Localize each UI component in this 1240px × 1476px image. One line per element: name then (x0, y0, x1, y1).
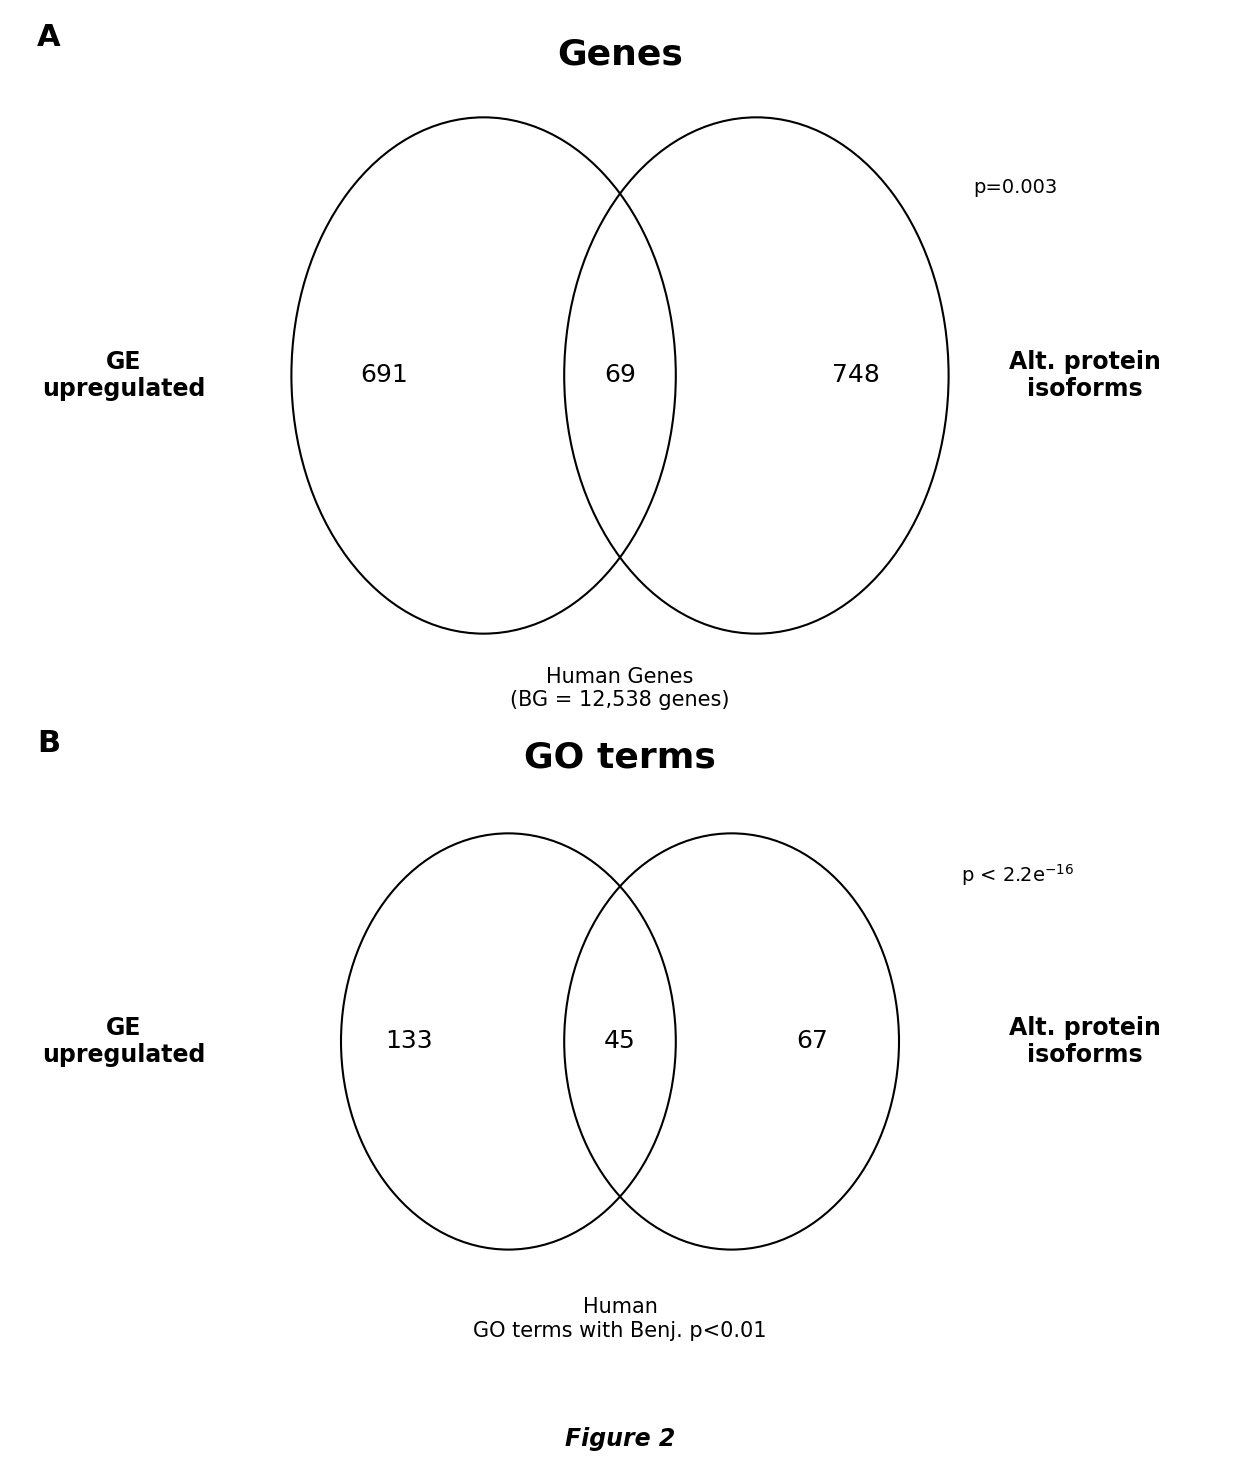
Text: p=0.003: p=0.003 (973, 179, 1058, 198)
Text: GO terms: GO terms (525, 739, 715, 773)
Text: 748: 748 (832, 363, 879, 388)
Text: Human Genes
(BG = 12,538 genes): Human Genes (BG = 12,538 genes) (510, 667, 730, 710)
Text: Figure 2: Figure 2 (564, 1427, 676, 1451)
Text: 45: 45 (604, 1029, 636, 1054)
Text: A: A (37, 24, 61, 53)
Text: Genes: Genes (557, 38, 683, 72)
Text: Alt. protein
isoforms: Alt. protein isoforms (1009, 1015, 1161, 1067)
Text: GE
upregulated: GE upregulated (42, 350, 206, 401)
Text: Human
GO terms with Benj. p<0.01: Human GO terms with Benj. p<0.01 (474, 1297, 766, 1340)
Text: p < 2.2e$^{-16}$: p < 2.2e$^{-16}$ (961, 862, 1074, 889)
Text: B: B (37, 729, 61, 759)
Text: 67: 67 (796, 1029, 828, 1054)
Text: GE
upregulated: GE upregulated (42, 1015, 206, 1067)
Text: 691: 691 (361, 363, 408, 388)
Text: 69: 69 (604, 363, 636, 388)
Text: 133: 133 (386, 1029, 433, 1054)
Text: Alt. protein
isoforms: Alt. protein isoforms (1009, 350, 1161, 401)
